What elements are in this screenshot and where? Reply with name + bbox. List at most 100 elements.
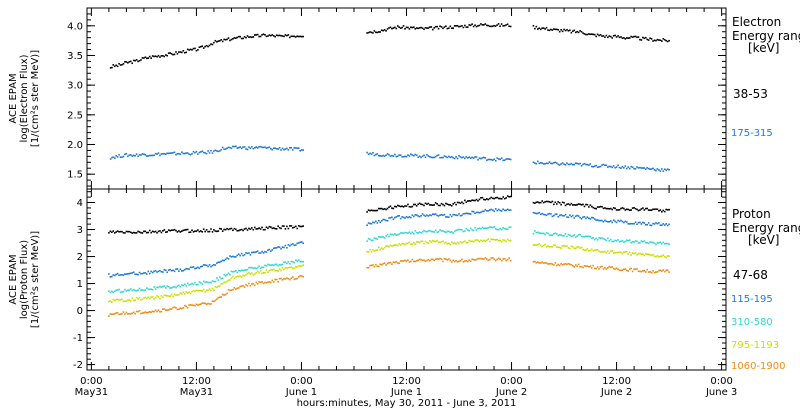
data-point [494, 207, 497, 210]
data-point [218, 296, 221, 299]
data-point [281, 263, 284, 266]
data-point [436, 203, 438, 205]
data-point [605, 34, 608, 37]
data-point [118, 299, 120, 301]
data-point [176, 152, 179, 155]
data-point [605, 207, 608, 210]
data-point [199, 303, 202, 305]
data-point [115, 289, 117, 292]
data-point [420, 26, 422, 29]
data-point [592, 206, 595, 209]
data-point [164, 54, 167, 56]
data-point [186, 152, 189, 154]
data-point [655, 255, 657, 258]
data-point [554, 244, 557, 247]
data-point [277, 148, 279, 150]
data-point [417, 215, 419, 217]
data-point [302, 242, 305, 245]
data-point [151, 271, 154, 274]
data-point [615, 221, 618, 224]
data-point [290, 243, 293, 246]
data-point [267, 35, 269, 37]
data-point [274, 263, 276, 266]
data-point [379, 236, 382, 238]
data-point [135, 310, 138, 313]
data-point [644, 271, 647, 273]
data-point [439, 214, 441, 216]
data-point [386, 233, 389, 236]
data-point [283, 261, 285, 264]
data-point [624, 38, 627, 40]
data-point [278, 277, 281, 280]
data-point [491, 257, 494, 259]
data-point [573, 234, 576, 236]
data-point [502, 25, 504, 27]
data-point [227, 37, 230, 39]
data-point [292, 243, 294, 245]
data-point [264, 146, 266, 148]
data-point [157, 286, 160, 289]
data-point [569, 204, 571, 206]
legend-title: [keV] [748, 233, 779, 247]
data-point [462, 240, 465, 243]
data-point [534, 244, 536, 246]
data-point [160, 270, 163, 273]
data-point [122, 311, 125, 313]
data-point [499, 227, 502, 230]
data-point [585, 203, 587, 206]
data-point [233, 277, 236, 280]
data-point [503, 197, 506, 200]
data-point [414, 203, 417, 206]
data-point [119, 230, 122, 233]
data-point [659, 170, 662, 172]
data-point [628, 268, 631, 270]
data-point [668, 271, 670, 273]
data-point [252, 36, 255, 38]
data-point [280, 248, 282, 250]
data-point [477, 239, 479, 242]
data-point [452, 213, 454, 216]
data-point [602, 251, 605, 253]
data-point [658, 39, 660, 41]
data-point [194, 281, 196, 284]
data-point [499, 209, 502, 212]
data-point [369, 238, 371, 241]
data-point [483, 156, 485, 159]
data-point [147, 231, 150, 234]
data-point [230, 227, 233, 230]
data-point [471, 199, 473, 202]
data-point [583, 205, 586, 208]
data-point [278, 146, 281, 149]
data-point [137, 155, 139, 158]
data-point [255, 251, 258, 253]
data-point [383, 155, 386, 157]
data-point [464, 24, 466, 27]
data-point [532, 161, 535, 164]
data-point [408, 231, 411, 234]
data-point [566, 263, 568, 266]
data-point [620, 240, 622, 243]
data-point [113, 299, 116, 302]
data-point [564, 232, 567, 235]
data-point [295, 278, 297, 280]
data-point [558, 264, 561, 267]
data-point [450, 205, 453, 207]
data-point [458, 154, 460, 157]
data-point [188, 284, 190, 286]
data-point [382, 262, 384, 265]
data-point [505, 259, 507, 262]
data-point [655, 243, 657, 246]
data-point [182, 291, 185, 294]
data-point [652, 40, 654, 42]
data-point [271, 34, 274, 36]
data-point [465, 241, 468, 244]
data-point [503, 159, 506, 161]
data-point [592, 33, 595, 36]
data-point [372, 151, 374, 154]
data-point [548, 161, 551, 163]
legend-entry: 795-1193 [731, 340, 779, 351]
data-point [394, 261, 396, 264]
data-point [605, 268, 608, 270]
data-point [237, 269, 240, 272]
data-point [198, 281, 201, 283]
